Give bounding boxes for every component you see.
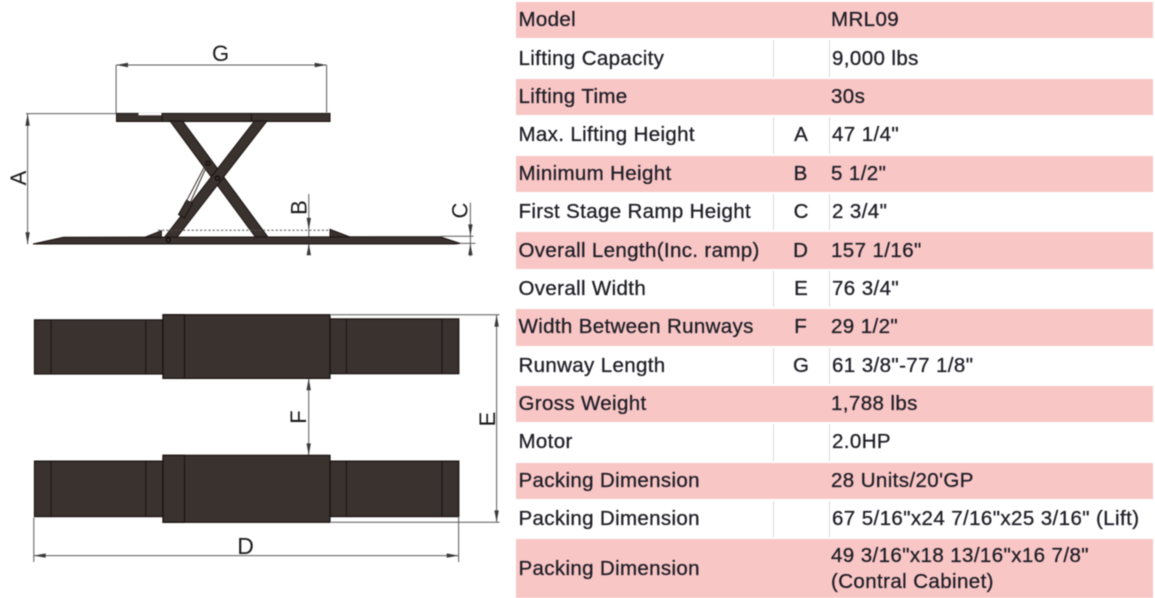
svg-text:A: A (6, 170, 31, 185)
svg-text:G: G (212, 41, 229, 66)
svg-text:B: B (287, 200, 312, 215)
svg-text:F: F (286, 410, 311, 423)
svg-text:D: D (237, 533, 254, 559)
svg-text:C: C (448, 202, 473, 218)
svg-text:E: E (475, 412, 500, 427)
